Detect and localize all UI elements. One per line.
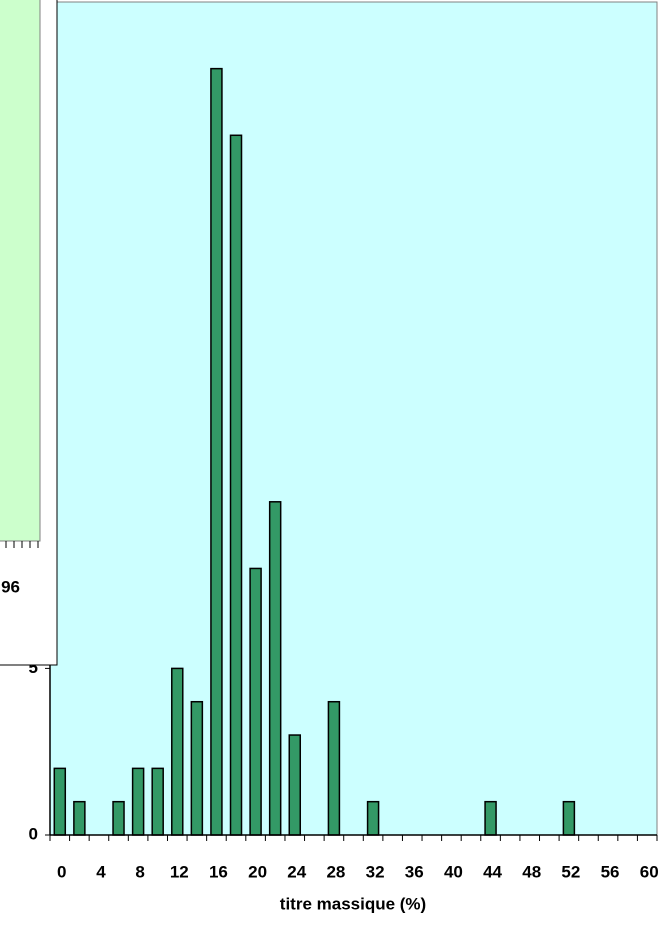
inset-tick-label: 96 bbox=[1, 577, 20, 596]
x-tick-label: 44 bbox=[483, 862, 502, 881]
x-tick-label: 24 bbox=[287, 862, 306, 881]
bar bbox=[249, 567, 262, 836]
bar bbox=[131, 767, 145, 836]
x-tick-label: 4 bbox=[96, 862, 106, 881]
plot-area bbox=[49, 1, 658, 836]
bar bbox=[562, 800, 576, 836]
bar bbox=[210, 67, 223, 836]
bar bbox=[268, 501, 282, 836]
x-tick-label: 32 bbox=[366, 862, 385, 881]
x-tick-label: 56 bbox=[601, 862, 620, 881]
y-tick-label: 5 bbox=[29, 658, 38, 677]
bar bbox=[484, 800, 497, 836]
bar bbox=[112, 800, 125, 836]
x-tick-label: 12 bbox=[170, 862, 189, 881]
x-tick-label: 40 bbox=[444, 862, 463, 881]
bar bbox=[229, 134, 243, 836]
x-axis-title: titre massique (%) bbox=[280, 894, 426, 913]
x-tick-label: 36 bbox=[405, 862, 424, 881]
x-tick-label: 48 bbox=[522, 862, 541, 881]
bar bbox=[288, 734, 302, 836]
x-tick-label: 28 bbox=[326, 862, 345, 881]
x-tick-label: 20 bbox=[248, 862, 267, 881]
x-tick-label: 8 bbox=[135, 862, 144, 881]
bar bbox=[151, 767, 164, 836]
bar bbox=[53, 767, 67, 836]
bar bbox=[73, 800, 86, 836]
inset-plot bbox=[0, 0, 41, 542]
x-tick-label: 52 bbox=[561, 862, 580, 881]
y-tick-label: 0 bbox=[29, 824, 38, 843]
x-tick-label: 16 bbox=[209, 862, 228, 881]
bar bbox=[171, 667, 184, 836]
bar bbox=[366, 800, 380, 836]
x-tick-label: 60 bbox=[640, 862, 659, 881]
bar bbox=[327, 700, 341, 836]
bar bbox=[190, 700, 204, 836]
x-tick-label: 0 bbox=[57, 862, 66, 881]
